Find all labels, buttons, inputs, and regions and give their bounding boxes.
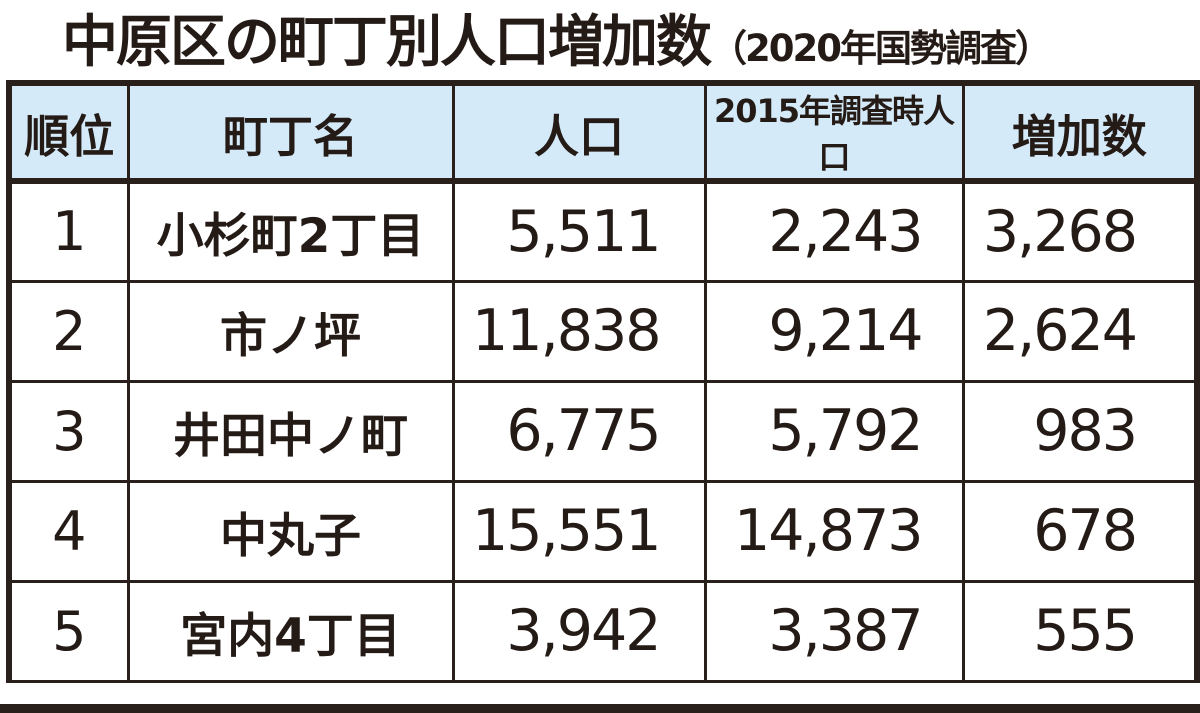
population-2015-cell: 9,214	[703, 279, 965, 383]
population-2015-cell: 2,243	[703, 179, 965, 283]
rank-cell: 1	[7, 179, 130, 283]
population-cell: 3,942	[451, 579, 707, 683]
title-sub: （2020年国勢調査）	[710, 27, 1052, 70]
table-row: 3 井田中ノ町 6,775 5,792 983	[7, 379, 1199, 483]
header-rank: 順位	[7, 81, 130, 184]
increase-cell: 3,268	[961, 179, 1199, 283]
bottom-rule	[0, 704, 1200, 713]
increase-cell: 983	[961, 379, 1199, 483]
district-name-cell: 宮内4丁目	[126, 579, 455, 683]
rank-cell: 3	[7, 379, 130, 483]
population-2015-cell: 3,387	[703, 579, 965, 683]
increase-cell: 2,624	[961, 279, 1199, 383]
page-title: 中原区の町丁別人口増加数 （2020年国勢調査）	[62, 0, 1052, 80]
table-header-row: 順位 町丁名 人口 2015年調査時人口 増加数	[7, 81, 1199, 184]
population-cell: 5,511	[451, 179, 707, 283]
population-2015-cell: 5,792	[703, 379, 965, 483]
title-main: 中原区の町丁別人口増加数	[62, 10, 712, 75]
rank-cell: 2	[7, 279, 130, 383]
table-row: 5 宮内4丁目 3,942 3,387 555	[7, 579, 1199, 683]
population-cell: 6,775	[451, 379, 707, 483]
table-row: 2 市ノ坪 11,838 9,214 2,624	[7, 279, 1199, 383]
header-population: 人口	[451, 81, 707, 184]
population-table: 順位 町丁名 人口 2015年調査時人口 増加数 1 小杉町2丁目 5,511 …	[6, 80, 1200, 683]
rank-cell: 5	[7, 579, 130, 683]
table-row: 1 小杉町2丁目 5,511 2,243 3,268	[7, 179, 1199, 283]
header-population-2015: 2015年調査時人口	[703, 81, 965, 184]
header-increase: 増加数	[961, 81, 1199, 184]
population-2015-cell: 14,873	[703, 479, 965, 583]
population-cell: 15,551	[451, 479, 707, 583]
rank-cell: 4	[7, 479, 130, 583]
district-name-cell: 井田中ノ町	[126, 379, 455, 483]
table-row: 4 中丸子 15,551 14,873 678	[7, 479, 1199, 583]
district-name-cell: 市ノ坪	[126, 279, 455, 383]
header-district-name: 町丁名	[126, 81, 455, 184]
population-cell: 11,838	[451, 279, 707, 383]
district-name-cell: 小杉町2丁目	[126, 179, 455, 283]
district-name-cell: 中丸子	[126, 479, 455, 583]
increase-cell: 678	[961, 479, 1199, 583]
increase-cell: 555	[961, 579, 1199, 683]
